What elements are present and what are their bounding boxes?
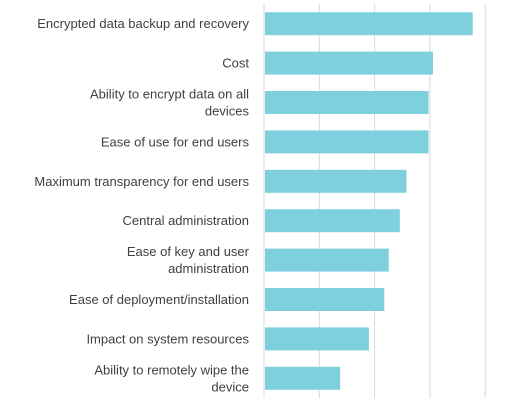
category-label-6: Ease of key and user administration xyxy=(127,244,250,276)
bar-7 xyxy=(265,288,385,311)
bar-2 xyxy=(265,91,429,114)
bars xyxy=(265,12,473,390)
bar-5 xyxy=(265,209,400,233)
bar-4 xyxy=(265,169,407,193)
bar-8 xyxy=(265,327,369,351)
category-label-3: Ease of use for end users xyxy=(101,134,250,149)
category-label-1: Cost xyxy=(222,56,249,71)
bar-6 xyxy=(265,248,389,272)
bar-1 xyxy=(265,51,433,75)
category-label-8: Impact on system resources xyxy=(86,331,249,346)
bar-9 xyxy=(265,366,341,390)
bar-3 xyxy=(265,130,429,154)
category-label-0: Encrypted data backup and recovery xyxy=(37,16,249,31)
category-label-5: Central administration xyxy=(123,213,249,228)
category-label-2: Ability to encrypt data on all devices xyxy=(90,87,249,119)
category-labels: Encrypted data backup and recovery Cost Ab… xyxy=(34,16,249,394)
category-label-9: Ability to remotely wipe the device xyxy=(94,362,249,394)
category-label-7: Ease of deployment/installation xyxy=(69,292,249,307)
category-label-4: Maximum transparency for end users xyxy=(34,174,249,189)
bar-0 xyxy=(265,12,473,36)
